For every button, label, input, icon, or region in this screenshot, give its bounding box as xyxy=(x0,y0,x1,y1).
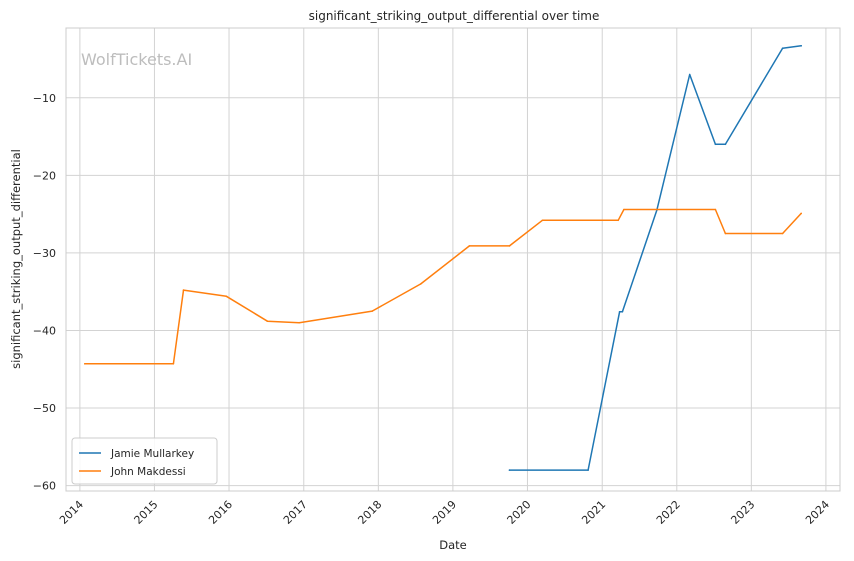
y-axis-title: significant_striking_output_differential xyxy=(9,149,23,369)
y-tick-label: −50 xyxy=(33,402,56,415)
data-point xyxy=(182,289,185,291)
x-axis-ticks: 2014 2015 2016 2017 2018 2019 2020 2021 2022 2023… xyxy=(57,498,832,527)
y-axis-ticks: −10 −20 −30 −40 −50 −60 xyxy=(33,92,56,493)
series-line-2 xyxy=(84,208,802,365)
data-point xyxy=(172,363,175,365)
x-axis-title: Date xyxy=(439,538,467,552)
data-point xyxy=(541,219,544,222)
x-tick-label: 2023 xyxy=(728,498,757,527)
data-point xyxy=(714,143,717,146)
data-point xyxy=(623,208,625,211)
legend: Jamie Mullarkey John Makdessi xyxy=(71,437,218,485)
data-point xyxy=(468,245,471,247)
x-tick-label: 2017 xyxy=(281,498,310,527)
y-tick-label: −30 xyxy=(33,247,56,260)
data-point xyxy=(800,212,802,215)
x-tick-label: 2021 xyxy=(579,498,608,527)
watermark: WolfTickets.AI xyxy=(81,50,192,69)
x-tick-label: 2014 xyxy=(57,498,86,527)
x-tick-label: 2024 xyxy=(803,498,832,527)
data-point xyxy=(84,363,86,365)
x-tick-label: 2015 xyxy=(132,498,161,527)
x-tick-label: 2022 xyxy=(654,498,683,527)
data-point xyxy=(266,320,269,323)
legend-label-series-2: John Makdessi xyxy=(110,466,186,478)
plot-area-frame xyxy=(65,27,841,492)
series-layer xyxy=(84,45,802,471)
data-point xyxy=(781,232,784,235)
data-point xyxy=(800,45,802,47)
x-tick-label: 2020 xyxy=(505,498,534,527)
x-tick-label: 2016 xyxy=(206,498,235,527)
data-point xyxy=(688,73,691,76)
y-tick-label: −40 xyxy=(33,324,56,337)
data-point xyxy=(225,295,228,298)
data-point xyxy=(714,208,717,211)
data-point xyxy=(298,321,301,324)
data-point xyxy=(724,143,727,146)
data-point xyxy=(508,245,511,247)
y-tick-label: −60 xyxy=(33,480,56,493)
legend-label-series-1: Jamie Mullarkey xyxy=(110,448,194,460)
y-tick-label: −10 xyxy=(33,92,56,105)
x-tick-label: 2018 xyxy=(355,498,384,527)
data-point xyxy=(587,469,589,471)
data-point xyxy=(371,310,374,312)
data-point xyxy=(621,311,624,313)
y-tick-label: −20 xyxy=(33,169,56,182)
chart-title: significant_striking_output_differential… xyxy=(309,9,600,23)
data-point xyxy=(781,47,784,49)
data-point xyxy=(618,311,621,313)
data-point xyxy=(724,232,727,235)
data-point xyxy=(617,219,619,222)
data-point xyxy=(420,283,422,285)
legend-box xyxy=(71,437,218,485)
series-line-1 xyxy=(508,45,802,471)
data-point xyxy=(508,469,511,471)
x-tick-label: 2019 xyxy=(430,498,459,527)
